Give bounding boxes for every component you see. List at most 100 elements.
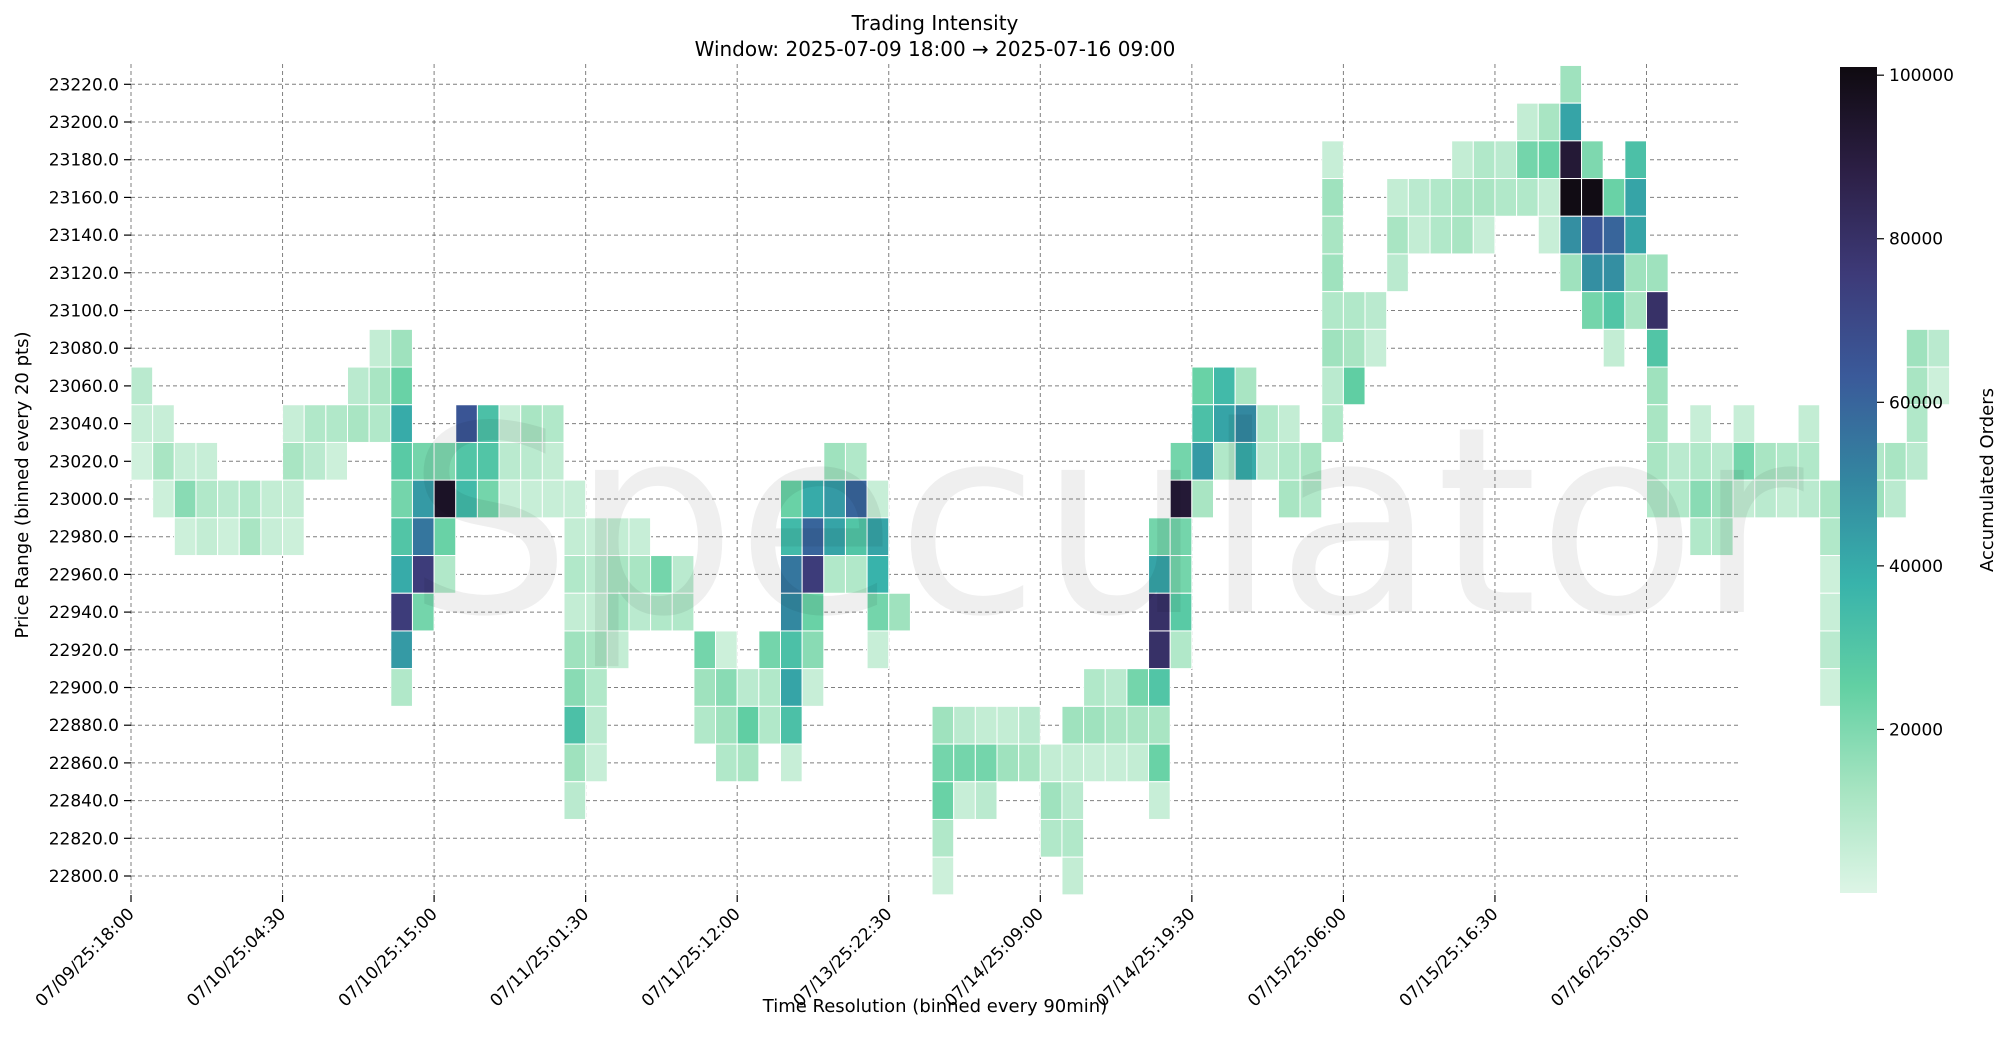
heatmap-cell (1602, 328, 1626, 368)
y-axis-label: Price Range (binned every 20 pts) (12, 332, 33, 639)
heatmap-cell (780, 668, 803, 707)
heatmap-cell (390, 668, 413, 707)
x-tick-label: 07/14/25:19:30 (1093, 904, 1200, 1011)
heatmap-cell (1537, 140, 1561, 180)
heatmap-cell (1104, 668, 1128, 707)
y-tick-label: 23080.0 (49, 339, 119, 359)
heatmap-cell (433, 555, 457, 594)
heatmap-cell (1819, 517, 1842, 557)
heatmap-cell (1451, 215, 1474, 255)
colorbar-tick-label: 20000 (1889, 720, 1943, 740)
y-tick-label: 22840.0 (49, 792, 119, 812)
heatmap-cell (368, 404, 392, 443)
y-tick-label: 22960.0 (49, 565, 119, 585)
heatmap-cell (758, 668, 781, 707)
y-tick-label: 23120.0 (49, 264, 119, 284)
heatmap-cell (325, 441, 349, 481)
heatmap-cell (1061, 705, 1085, 745)
heatmap-cell (931, 743, 955, 783)
heatmap-cell (1126, 705, 1150, 745)
heatmap-cell (1624, 253, 1647, 293)
heatmap-cell (1537, 102, 1561, 142)
heatmap-cell (1018, 705, 1041, 745)
heatmap-cell (1191, 479, 1214, 519)
heatmap-cell (1602, 291, 1626, 330)
y-tick-label: 23020.0 (49, 452, 119, 472)
x-tick-label: 07/16/25:03:00 (1547, 904, 1654, 1011)
heatmap-cell (217, 517, 240, 557)
heatmap-cell (1429, 178, 1453, 217)
x-axis: 07/09/25:18:00 07/10/25:04:30 07/10/25:15:… (32, 895, 1654, 1011)
heatmap-cell (1039, 781, 1063, 820)
heatmap-cell (715, 668, 738, 707)
heatmap-cell (1321, 215, 1344, 255)
y-tick-label: 23100.0 (49, 302, 119, 322)
colorbar-label: Accumulated Orders (1977, 388, 1998, 572)
y-tick-label: 23140.0 (49, 226, 119, 246)
heatmap-cell (1451, 140, 1474, 180)
heatmap-cell (260, 517, 284, 557)
y-tick-label: 23040.0 (49, 415, 119, 435)
heatmap-cell (1624, 140, 1647, 180)
heatmap-cell (1516, 102, 1539, 142)
heatmap-cell (563, 743, 587, 783)
heatmap-cell (1559, 215, 1583, 255)
heatmap-cell (585, 743, 608, 783)
heatmap-cell (1624, 291, 1647, 330)
heatmap-cell (173, 479, 197, 519)
heatmap-cell (282, 479, 305, 519)
heatmap-cell (260, 479, 284, 519)
heatmap-cell (1581, 140, 1604, 180)
heatmap-cell (1472, 215, 1496, 255)
colorbar-tick-label: 40000 (1889, 557, 1943, 577)
y-axis: 22800.0 22820.0 22840.0 22860.0 22880.0 22900… (49, 75, 131, 887)
heatmap-cell (1407, 215, 1431, 255)
heatmap-cell (1646, 253, 1669, 293)
x-tick-label: 07/09/25:18:00 (32, 904, 139, 1011)
heatmap-cell (1905, 328, 1929, 368)
heatmap-cell (953, 743, 976, 783)
y-tick-label: 22980.0 (49, 528, 119, 548)
heatmap-cell (173, 517, 197, 557)
heatmap-cell (173, 441, 197, 481)
y-tick-label: 22940.0 (49, 603, 119, 623)
y-tick-label: 22800.0 (49, 867, 119, 887)
heatmap-cell (563, 705, 587, 745)
heatmap-cell (282, 517, 305, 557)
y-tick-label: 23000.0 (49, 490, 119, 510)
y-tick-label: 23160.0 (49, 188, 119, 208)
heatmap-cell (1559, 178, 1583, 217)
heatmap-cell (736, 705, 760, 745)
y-tick-label: 22880.0 (49, 716, 119, 736)
colorbar-tick-label: 100000 (1889, 66, 1954, 86)
y-tick-label: 23200.0 (49, 113, 119, 133)
heatmap-cell (152, 479, 175, 519)
heatmap-cell (1148, 705, 1171, 745)
heatmap-cell (1169, 630, 1193, 670)
heatmap-cell (1927, 366, 1951, 406)
heatmap-cell (1321, 140, 1344, 180)
heatmap-cell (563, 668, 587, 707)
heatmap-cell (195, 479, 219, 519)
heatmap-cell (1451, 178, 1474, 217)
colorbar-tick-label: 80000 (1889, 230, 1943, 250)
heatmap-cell (1472, 178, 1496, 217)
heatmap-cell (1083, 705, 1106, 745)
heatmap-cell (130, 366, 154, 406)
y-tick-label: 22860.0 (49, 754, 119, 774)
heatmap-cell (368, 328, 392, 368)
heatmap-cell (1321, 291, 1344, 330)
heatmap-cell (585, 668, 608, 707)
heatmap-cell (1602, 178, 1626, 217)
heatmap-cell (347, 404, 370, 443)
heatmap-cell (1299, 479, 1323, 519)
heatmap-cell (1927, 328, 1951, 368)
heatmap-cell (1559, 102, 1583, 142)
heatmap-cell (953, 781, 976, 820)
heatmap-cell (888, 592, 911, 632)
y-tick-label: 22920.0 (49, 641, 119, 661)
heatmap-cell (996, 743, 1020, 783)
heatmap-cell (1364, 291, 1388, 330)
heatmap-cell (1884, 479, 1907, 519)
